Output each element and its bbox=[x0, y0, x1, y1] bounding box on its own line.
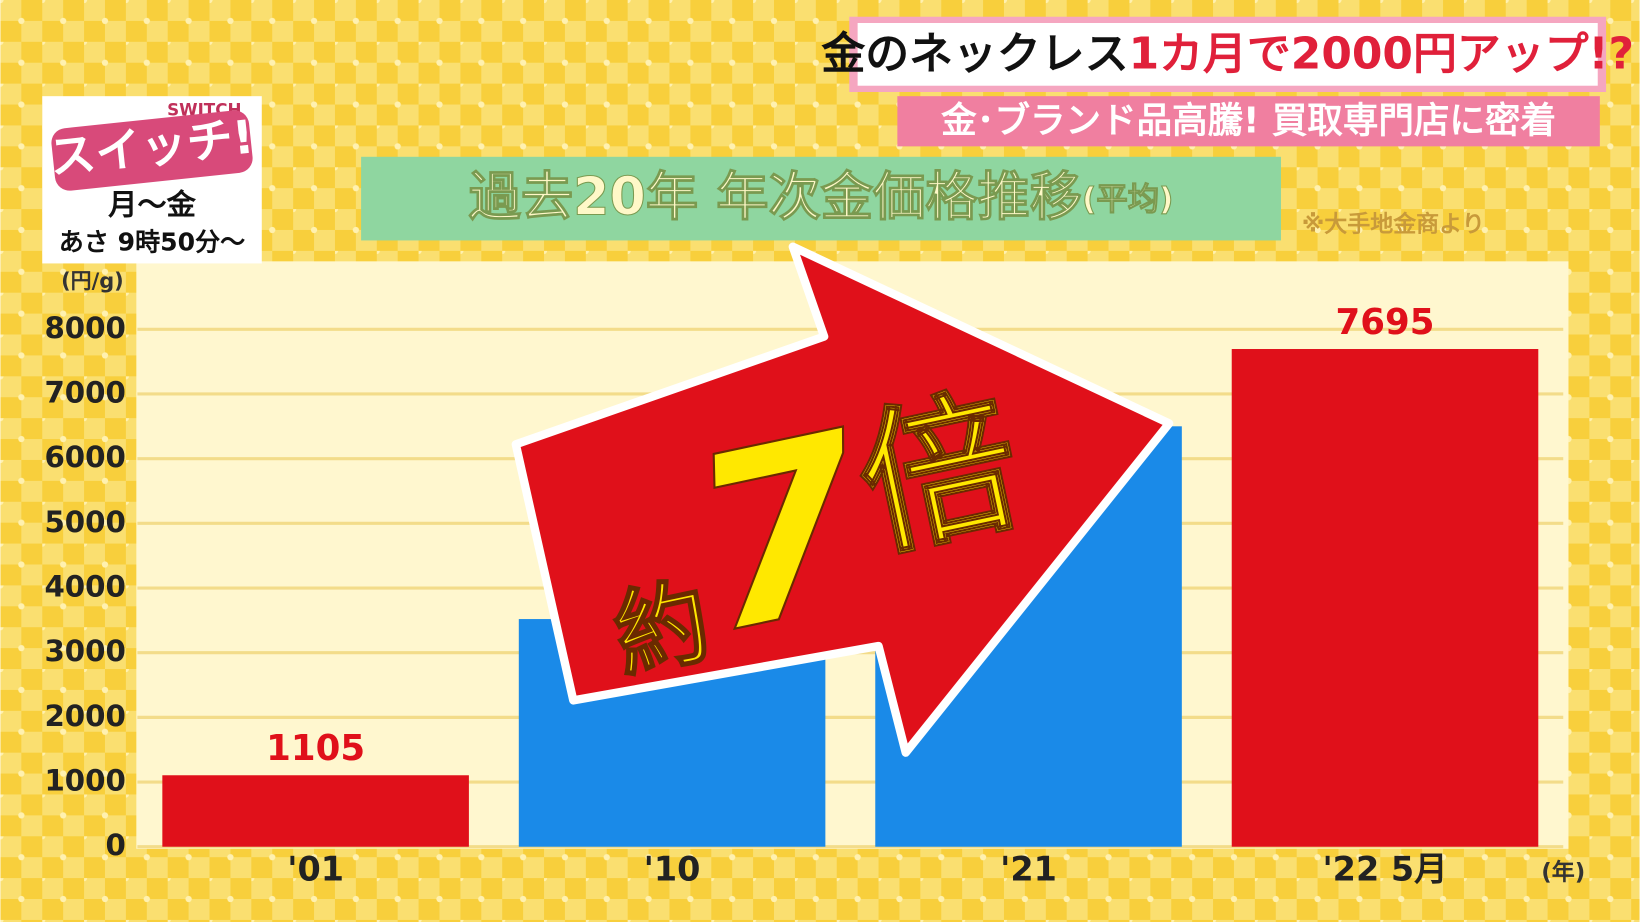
value-label: 7695 bbox=[1336, 302, 1435, 343]
logo-badge bbox=[51, 110, 253, 191]
y-tick-label: 0 bbox=[106, 828, 126, 862]
subheadline: 金･ブランド品高騰! 買取専門店に密着 bbox=[940, 100, 1556, 141]
headline-part: 1カ月で2000円アップ!? bbox=[1129, 28, 1634, 79]
chart-title: 過去20年 年次金価格推移(平均) bbox=[469, 167, 1174, 228]
subheadline-box bbox=[897, 96, 1600, 147]
headline-part: 金のネックレス bbox=[820, 28, 1128, 79]
y-tick-label: 1000 bbox=[44, 764, 125, 798]
value-label: 1105 bbox=[266, 728, 365, 769]
title-main: 過去20年 年次金価格推移 bbox=[469, 167, 1082, 228]
y-tick-label: 7000 bbox=[44, 375, 125, 409]
x-tick-label: '01 bbox=[287, 849, 344, 888]
title-box bbox=[361, 156, 1281, 241]
y-tick-label: 5000 bbox=[44, 505, 125, 539]
annotation-text: 約 bbox=[605, 567, 720, 693]
y-tick-label: 6000 bbox=[44, 440, 125, 474]
arrow bbox=[511, 242, 1174, 757]
headline: 金のネックレス1カ月で2000円アップ!? bbox=[820, 28, 1634, 79]
x-tick-label: '10 bbox=[644, 849, 701, 888]
arrow-annotation: 約 7 倍 bbox=[511, 242, 1174, 757]
bar bbox=[162, 775, 469, 847]
headline-box bbox=[857, 22, 1598, 86]
y-tick-label: 8000 bbox=[44, 311, 125, 345]
x-tick-label: '21 bbox=[1000, 849, 1057, 888]
x-tick-label: '22 5月 bbox=[1322, 849, 1447, 888]
logo-time: あさ 9時50分～ bbox=[59, 228, 245, 257]
x-axis-label: (年) bbox=[1541, 858, 1585, 885]
bar bbox=[1231, 349, 1539, 847]
marks: 0 1000 2000 3000 4000 5000 6000 7000 8000 '01 1105… bbox=[44, 302, 1564, 888]
annotation-text: 倍 bbox=[843, 368, 1034, 580]
y-tick-label: 2000 bbox=[44, 699, 125, 733]
logo-days: 月～金 bbox=[108, 187, 196, 221]
y-axis-label: (円/g) bbox=[61, 269, 124, 293]
title-sub: (平均) bbox=[1082, 182, 1173, 218]
source: ※大手地金商より bbox=[1302, 210, 1485, 237]
y-tick-label: 3000 bbox=[44, 634, 125, 668]
y-tick-label: 4000 bbox=[44, 570, 125, 604]
